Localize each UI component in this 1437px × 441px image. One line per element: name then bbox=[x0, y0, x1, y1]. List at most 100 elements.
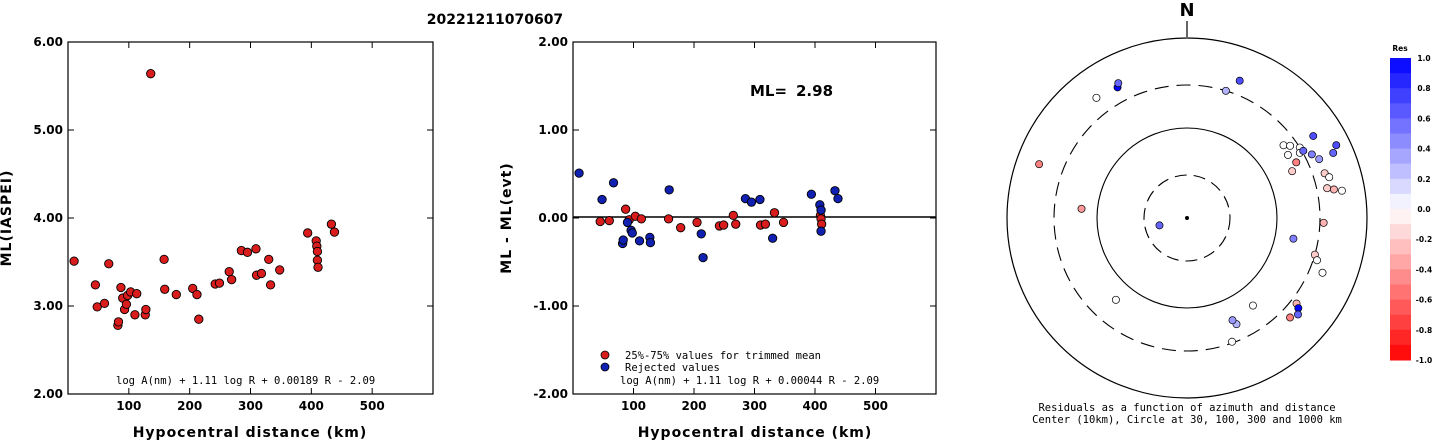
residual-colorbar: Res 1.0 0.8 0.6 0.4 0.2 0.0 -0.2 -0.4 -0.6 -0.8 -1… bbox=[1390, 44, 1432, 365]
ring-300km bbox=[1053, 84, 1321, 352]
colorbar-ticks: 1.0 0.8 0.6 0.4 0.2 0.0 -0.2 -0.4 -0.6 -0.8 -1.0 bbox=[1416, 54, 1432, 365]
station-marker bbox=[1114, 79, 1123, 88]
station-residuals bbox=[1035, 76, 1346, 346]
data-point bbox=[141, 304, 151, 315]
figure-title: 20221211070607 bbox=[427, 12, 563, 28]
colorbar-gradient bbox=[1390, 58, 1411, 361]
y-axis-label-2: ML - ML(evt) bbox=[499, 162, 515, 273]
data-point bbox=[636, 214, 647, 224]
station-marker bbox=[1299, 146, 1308, 155]
station-marker bbox=[1228, 337, 1236, 346]
data-point bbox=[627, 228, 637, 238]
x-tick-label: 500 bbox=[863, 399, 888, 413]
y-axis-label-1: ML(IASPEI) bbox=[0, 170, 15, 267]
colorbar-segment bbox=[1390, 58, 1411, 74]
station-marker bbox=[1323, 184, 1332, 193]
data-point bbox=[833, 193, 843, 204]
legend-marker-trimmed bbox=[600, 350, 610, 360]
data-point bbox=[692, 217, 702, 228]
x-tick-label: 400 bbox=[299, 399, 324, 413]
north-label: N bbox=[1179, 0, 1194, 21]
data-point bbox=[329, 227, 340, 237]
data-point bbox=[99, 298, 110, 309]
data-point bbox=[731, 219, 741, 229]
ml-value: 2.98 bbox=[796, 82, 833, 100]
epicenter-marker bbox=[1185, 216, 1189, 220]
colorbar-segment bbox=[1390, 88, 1411, 104]
data-point bbox=[620, 204, 631, 214]
x-tick-label: 100 bbox=[116, 399, 141, 413]
y-tick-label: 3.00 bbox=[33, 299, 63, 313]
station-marker bbox=[1235, 76, 1244, 85]
y-tick-label: 6.00 bbox=[33, 35, 63, 49]
x-tick-label: 400 bbox=[802, 399, 827, 413]
data-point bbox=[663, 214, 674, 224]
station-marker bbox=[1092, 93, 1101, 102]
data-point bbox=[760, 219, 771, 229]
station-marker bbox=[1329, 148, 1338, 157]
station-marker bbox=[1315, 155, 1324, 164]
colorbar-tick-label: 0.0 bbox=[1417, 205, 1430, 214]
data-point bbox=[159, 254, 169, 265]
y-tick-label: -1.00 bbox=[533, 299, 568, 313]
data-point bbox=[622, 217, 633, 228]
data-point bbox=[634, 236, 645, 246]
x-axis-label-2: Hypocentral distance (km) bbox=[638, 425, 873, 441]
y-tick-label: 5.00 bbox=[33, 123, 63, 137]
data-point bbox=[597, 194, 607, 205]
station-marker bbox=[1307, 150, 1316, 159]
colorbar-segment bbox=[1390, 299, 1411, 316]
station-marker bbox=[1035, 160, 1044, 169]
data-point bbox=[312, 246, 323, 257]
residual-vs-distance-panel: -2.00 -1.00 0.00 1.00 2.00 100 200 300 400 500 M… bbox=[499, 35, 937, 441]
colorbar-segment bbox=[1390, 178, 1411, 195]
station-marker bbox=[1332, 141, 1341, 150]
ml-label: ML= bbox=[750, 82, 787, 100]
data-point bbox=[121, 299, 132, 309]
data-point bbox=[90, 280, 101, 290]
data-point bbox=[830, 186, 840, 196]
formula-label-2: log A(nm) + 1.11 log R + 0.00044 R - 2.0… bbox=[620, 375, 879, 387]
data-point bbox=[696, 229, 706, 239]
colorbar-segment bbox=[1390, 209, 1411, 225]
x-tick-label: 500 bbox=[360, 399, 385, 413]
data-point bbox=[746, 197, 757, 207]
data-point bbox=[251, 244, 261, 254]
data-point bbox=[160, 284, 170, 294]
data-point bbox=[69, 256, 79, 266]
station-marker bbox=[1325, 173, 1334, 182]
colorbar-segment bbox=[1390, 224, 1411, 240]
colorbar-segment bbox=[1390, 314, 1411, 331]
data-point bbox=[146, 69, 156, 79]
data-point bbox=[242, 247, 253, 257]
ring-1000km bbox=[1006, 37, 1368, 399]
data-point bbox=[718, 220, 729, 230]
x-ticks-1: 100 200 300 400 500 bbox=[116, 42, 385, 413]
x-tick-label: 200 bbox=[681, 399, 706, 413]
colorbar-tick-label: 0.4 bbox=[1417, 145, 1430, 154]
data-point bbox=[192, 289, 202, 300]
station-marker bbox=[1292, 158, 1301, 167]
azimuth-residual-map: N Residuals as a function of azimuth and… bbox=[1006, 0, 1368, 426]
data-point bbox=[664, 185, 674, 195]
data-point bbox=[608, 178, 619, 188]
x-tick-label: 200 bbox=[177, 399, 202, 413]
data-point bbox=[806, 189, 817, 199]
colorbar-tick-label: -0.2 bbox=[1416, 235, 1432, 244]
colorbar-segment bbox=[1390, 133, 1411, 150]
data-point bbox=[256, 268, 267, 279]
data-points-1 bbox=[69, 69, 340, 331]
colorbar-segment bbox=[1390, 148, 1411, 165]
colorbar-segment bbox=[1390, 254, 1411, 270]
data-point bbox=[104, 259, 114, 269]
colorbar-segment bbox=[1390, 118, 1411, 134]
legend-label-trimmed: 25%-75% values for trimmed mean bbox=[625, 350, 821, 362]
caption-line-2: Center (10km), Circle at 30, 100, 300 an… bbox=[1032, 414, 1342, 426]
station-marker bbox=[1288, 167, 1297, 176]
caption-line-1: Residuals as a function of azimuth and d… bbox=[1038, 402, 1335, 414]
y-tick-label: 0.00 bbox=[538, 211, 568, 225]
y-tick-label: 4.00 bbox=[33, 211, 63, 225]
colorbar-segment bbox=[1390, 329, 1411, 346]
colorbar-title: Res bbox=[1392, 44, 1408, 53]
